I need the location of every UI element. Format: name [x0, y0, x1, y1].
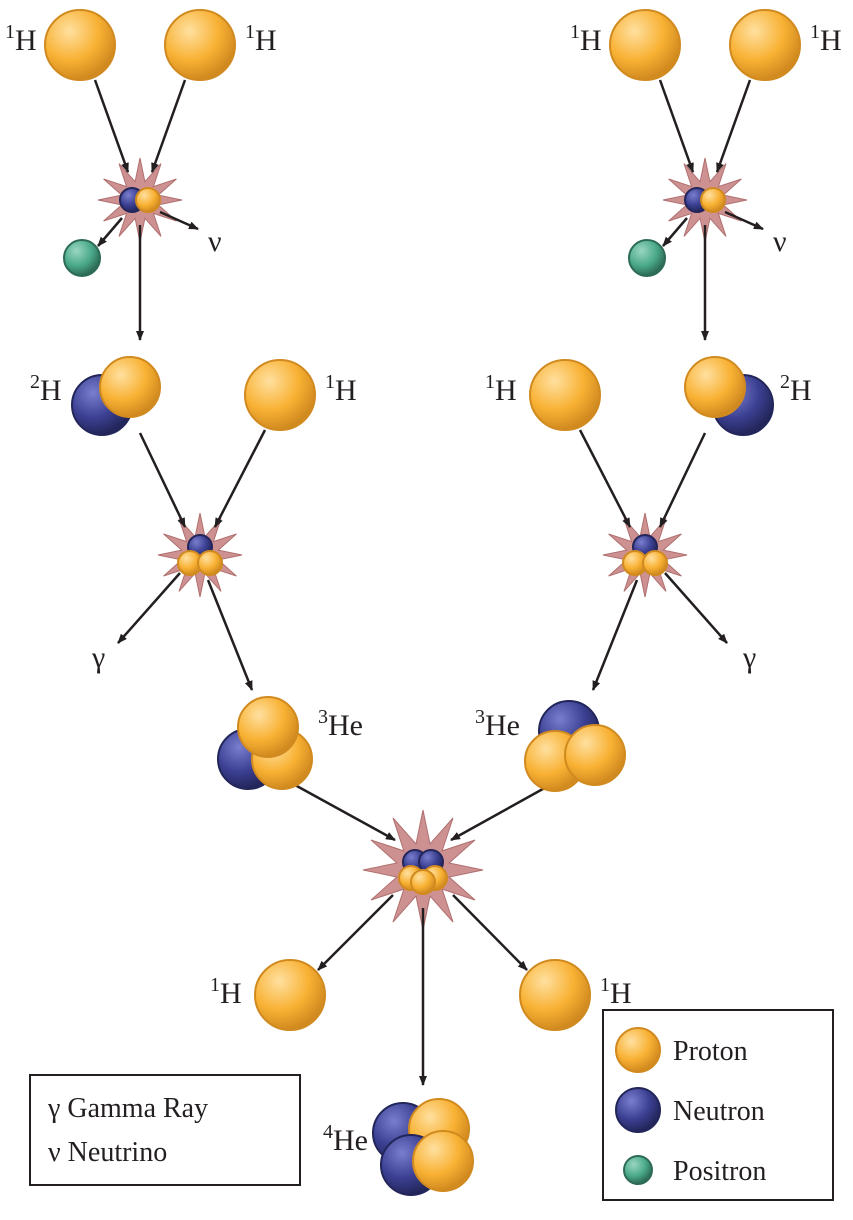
proton: [411, 870, 435, 894]
proton: [136, 188, 160, 212]
proton: [610, 10, 680, 80]
positron: [64, 240, 100, 276]
proton: [530, 360, 600, 430]
label-1H: 1H: [245, 21, 277, 57]
positron: [624, 1156, 652, 1184]
label-1H: 1H: [570, 21, 602, 57]
pp-chain-diagram: 1H 1H 1H 1H ν ν 2H 1H 1H 2H γ γ 3He 3He 1H 1H 4He γ Gamm…: [0, 0, 853, 1220]
label-1H: 1H: [5, 21, 37, 57]
arrow: [160, 212, 198, 229]
arrow: [580, 430, 630, 527]
label-1H: 1H: [210, 974, 242, 1010]
arrow: [660, 433, 705, 527]
arrow: [451, 785, 550, 840]
arrow: [98, 218, 122, 246]
arrow: [95, 80, 128, 172]
proton: [45, 10, 115, 80]
label-1H: 1H: [485, 371, 517, 407]
legend-neutron-label: Neutron: [673, 1096, 765, 1127]
label-nu: ν: [208, 225, 222, 258]
arrow: [140, 433, 185, 527]
arrow: [295, 785, 395, 840]
label-nu: ν: [773, 225, 787, 258]
label-2H: 2H: [30, 371, 62, 407]
positron: [629, 240, 665, 276]
arrow: [593, 580, 637, 690]
legend-proton-label: Proton: [673, 1036, 748, 1067]
label-gamma: γ: [742, 641, 756, 674]
legend-positron-label: Positron: [673, 1156, 766, 1187]
proton: [255, 960, 325, 1030]
arrow: [453, 895, 527, 970]
label-2H: 2H: [780, 371, 812, 407]
proton: [565, 725, 625, 785]
label-3He: 3He: [475, 706, 520, 742]
proton: [165, 10, 235, 80]
proton: [643, 551, 667, 575]
proton: [685, 357, 745, 417]
proton: [245, 360, 315, 430]
arrow: [152, 80, 185, 172]
proton: [730, 10, 800, 80]
proton: [198, 551, 222, 575]
label-3He: 3He: [318, 706, 363, 742]
label-gamma: γ: [91, 641, 105, 674]
proton: [520, 960, 590, 1030]
arrow: [725, 212, 763, 229]
proton: [701, 188, 725, 212]
label-4He: 4He: [323, 1121, 368, 1157]
arrow: [118, 573, 180, 643]
proton: [238, 697, 298, 757]
arrow: [215, 430, 265, 527]
legend-nu-line: ν Neutrino: [48, 1137, 167, 1168]
proton: [616, 1028, 660, 1072]
arrow: [663, 218, 687, 246]
proton: [100, 357, 160, 417]
label-1H: 1H: [325, 371, 357, 407]
arrow: [717, 80, 750, 172]
arrow: [665, 573, 727, 643]
arrow: [318, 895, 393, 970]
proton: [413, 1131, 473, 1191]
legend-gamma-line: γ Gamma Ray: [47, 1093, 208, 1124]
label-1H: 1H: [600, 974, 632, 1010]
legend-symbols-box: [30, 1075, 300, 1185]
arrow: [660, 80, 693, 172]
arrow: [208, 580, 252, 690]
neutron: [616, 1088, 660, 1132]
label-1H: 1H: [810, 21, 842, 57]
